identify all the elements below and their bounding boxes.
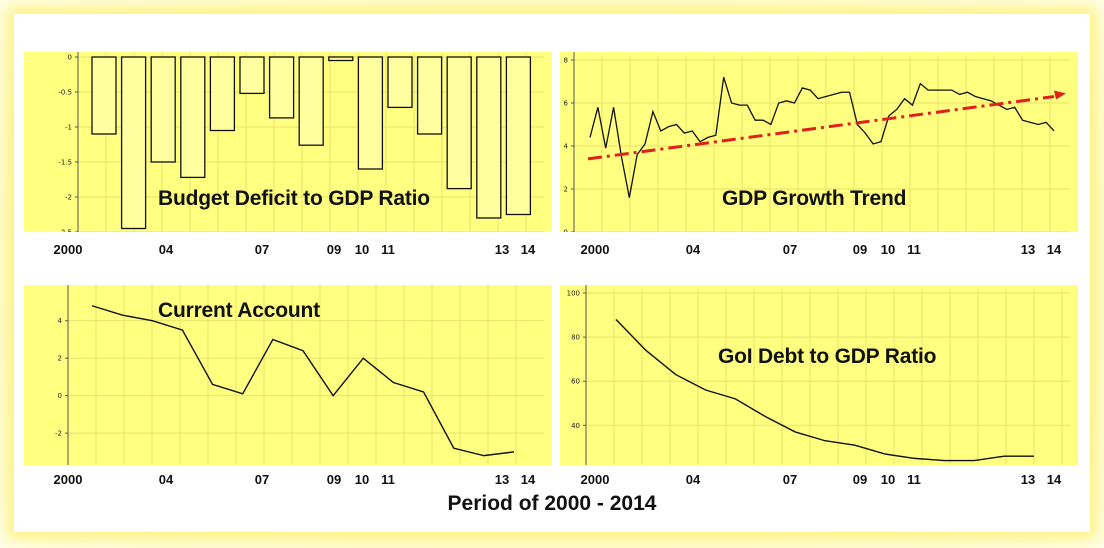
budget-deficit-panel: 0 -0.5 -1 -1.5 -2 -2.5 Budget Deficit to GDP … xyxy=(24,52,552,232)
y-tick-label: -0.5 xyxy=(58,89,72,97)
y-tick-label: -2 xyxy=(55,430,62,438)
x-axis-year-label: 10 xyxy=(354,472,370,487)
budget-bar xyxy=(150,56,176,163)
x-axis-year-label: 14 xyxy=(520,472,536,487)
y-tick-label: 4 xyxy=(58,317,63,325)
trend-arrowhead xyxy=(1054,90,1066,100)
y-tick-label: 100 xyxy=(567,290,580,298)
x-axis-year-label: 13 xyxy=(1020,472,1036,487)
goi-debt-chart: 100 80 60 40 xyxy=(567,285,1070,465)
budget-bar xyxy=(416,56,443,135)
x-axis-year-label: 10 xyxy=(880,472,896,487)
x-axis-year-label: 09 xyxy=(326,472,342,487)
budget-bar xyxy=(505,56,532,216)
y-tick-label: -1 xyxy=(65,124,72,132)
x-axis-year-label: 10 xyxy=(880,242,896,257)
x-axis-year-label: 13 xyxy=(494,242,510,257)
x-axis-year-label: 2000 xyxy=(580,242,610,257)
budget-deficit-chart: 0 -0.5 -1 -1.5 -2 -2.5 xyxy=(58,52,544,233)
x-axis-year-label: 04 xyxy=(158,472,174,487)
budget-bar xyxy=(476,56,502,219)
goi-debt-line xyxy=(615,318,1034,462)
goi-debt-title: GoI Debt to GDP Ratio xyxy=(718,345,937,368)
current-account-panel: 4 2 0 -2 Current Account xyxy=(24,285,552,465)
x-axis-year-label: 14 xyxy=(520,242,536,257)
x-axis-year-label: 11 xyxy=(381,472,395,487)
x-axis-year-label: 2000 xyxy=(580,472,610,487)
y-tick-label: 8 xyxy=(564,57,568,65)
x-axis-year-label: 11 xyxy=(907,472,921,487)
x-axis-year-label: 07 xyxy=(254,242,270,257)
budget-bar xyxy=(180,56,206,179)
y-tick-label: -2.5 xyxy=(58,229,72,233)
budget-bar xyxy=(387,56,413,109)
budget-bar xyxy=(209,56,236,132)
y-tick-label: 80 xyxy=(571,334,580,342)
budget-bar xyxy=(239,56,265,95)
y-tick-label: -2 xyxy=(65,194,72,202)
y-tick-label: 2 xyxy=(564,186,568,194)
budget-bar xyxy=(268,56,295,119)
y-tick-label: 40 xyxy=(571,422,580,430)
gdp-growth-line xyxy=(589,77,1055,198)
x-axis-year-label: 14 xyxy=(1046,242,1062,257)
budget-deficit-title: Budget Deficit to GDP Ratio xyxy=(158,187,430,210)
current-account-line xyxy=(91,305,515,457)
gdp-growth-title: GDP Growth Trend xyxy=(722,187,907,210)
budget-bar xyxy=(328,56,354,62)
trend-line xyxy=(587,95,1055,161)
x-axis-year-label: 04 xyxy=(685,242,701,257)
x-axis-year-label: 04 xyxy=(158,242,174,257)
x-axis-year-label: 11 xyxy=(907,242,921,257)
current-account-title: Current Account xyxy=(158,299,320,322)
y-tick-label: 4 xyxy=(564,143,569,151)
gdp-growth-panel: 8 6 4 2 0 GDP Growth Trend xyxy=(560,52,1078,232)
y-tick-label: 0 xyxy=(564,229,568,233)
y-tick-label: 0 xyxy=(68,54,72,62)
x-axis-year-label: 10 xyxy=(354,242,370,257)
current-account-chart: 4 2 0 -2 xyxy=(55,285,544,465)
budget-bar xyxy=(446,56,472,190)
x-axis-year-label: 07 xyxy=(782,472,798,487)
x-axis-year-label: 11 xyxy=(381,242,395,257)
y-tick-label: 60 xyxy=(571,378,580,386)
x-axis-year-label: 04 xyxy=(685,472,701,487)
budget-bar xyxy=(91,56,117,135)
budget-bar xyxy=(357,56,384,170)
budget-bar xyxy=(298,56,324,146)
x-axis-year-label: 09 xyxy=(852,472,868,487)
x-axis-year-label: 07 xyxy=(254,472,270,487)
y-tick-label: 2 xyxy=(58,355,62,363)
x-axis-year-label: 09 xyxy=(326,242,342,257)
y-tick-label: 6 xyxy=(564,100,569,108)
x-axis-year-label: 13 xyxy=(494,472,510,487)
x-axis-year-label: 2000 xyxy=(53,472,83,487)
x-axis-year-label: 14 xyxy=(1046,472,1062,487)
x-axis-year-label: 13 xyxy=(1020,242,1036,257)
y-tick-label: -1.5 xyxy=(58,159,72,167)
x-axis-year-label: 07 xyxy=(782,242,798,257)
period-caption: Period of 2000 - 2014 xyxy=(447,492,657,515)
y-tick-label: 0 xyxy=(58,392,62,400)
goi-debt-panel: 100 80 60 40 GoI Debt to GDP Ratio xyxy=(560,285,1078,465)
x-axis-year-label: 09 xyxy=(852,242,868,257)
budget-bar xyxy=(120,56,147,230)
gdp-growth-chart: 8 6 4 2 0 xyxy=(564,52,1070,233)
x-axis-year-label: 2000 xyxy=(53,242,83,257)
